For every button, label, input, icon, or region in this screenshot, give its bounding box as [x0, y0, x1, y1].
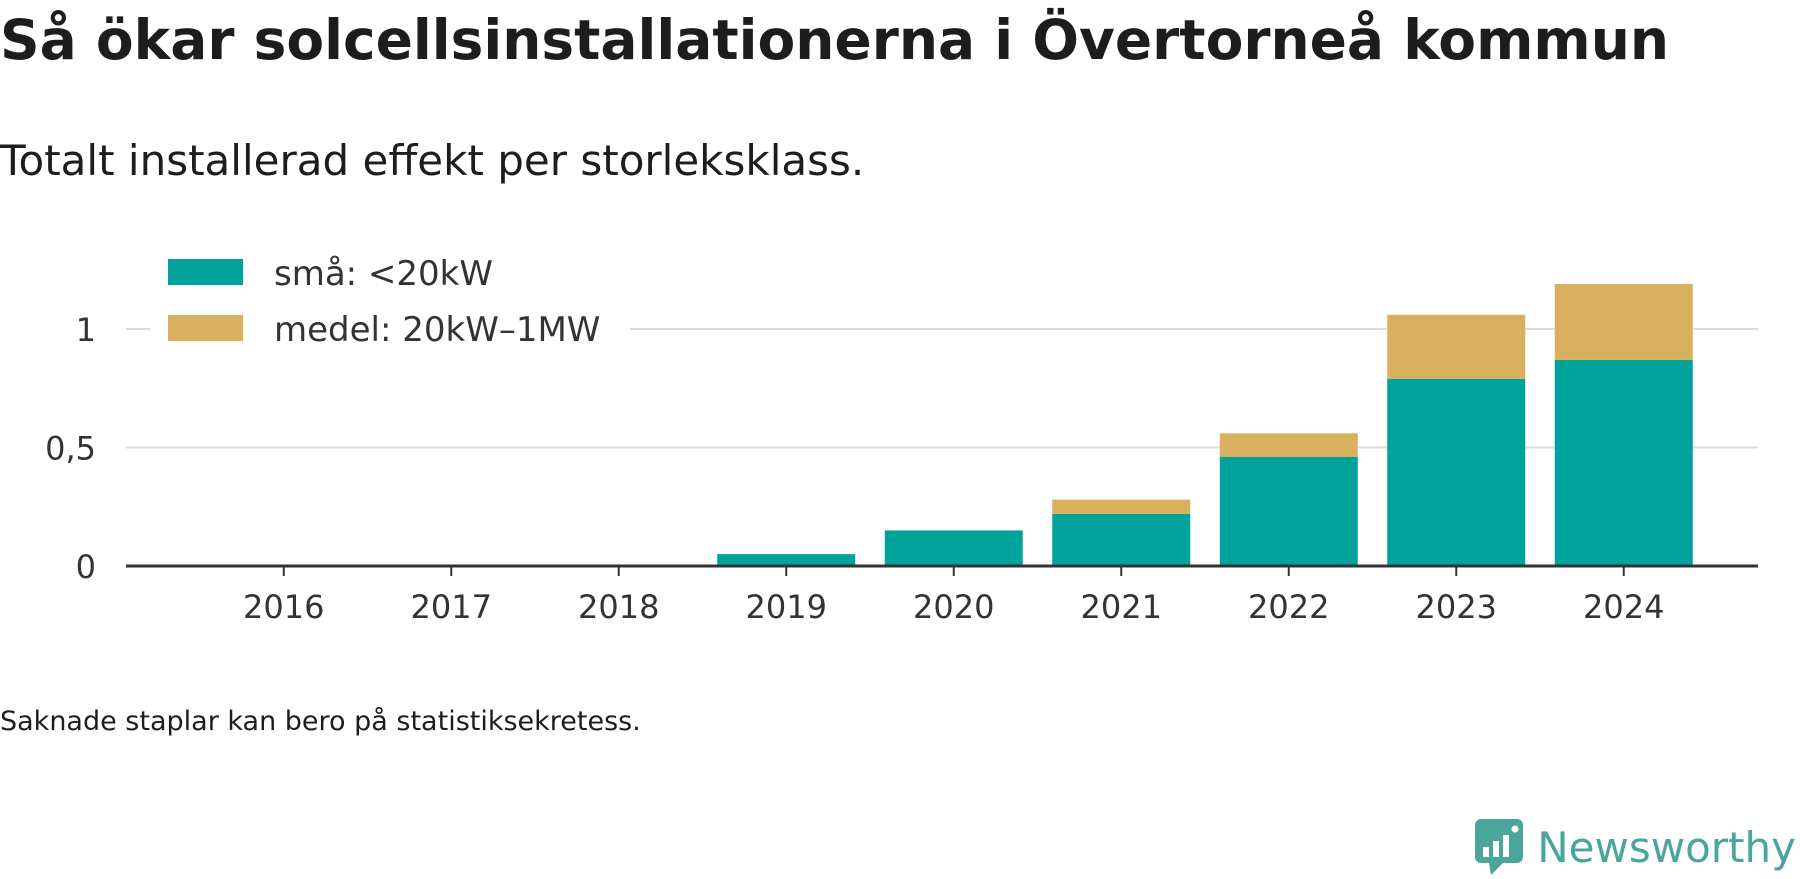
bar-sma-2022	[1219, 456, 1358, 566]
y-tick-label: 1	[76, 311, 96, 349]
legend-swatch	[168, 315, 243, 341]
x-tick-label: 2016	[243, 588, 324, 626]
bars	[717, 283, 1693, 566]
bar-medel-2022	[1219, 433, 1358, 457]
x-tick-label: 2018	[578, 588, 659, 626]
legend-label: medel: 20kW–1MW	[274, 310, 600, 350]
x-tick-label: 2021	[1081, 588, 1162, 626]
chart-subtitle: Totalt installerad effekt per storlekskl…	[0, 136, 865, 185]
newsworthy-logo[interactable]: Newsworthy	[1473, 815, 1796, 879]
footnote: Saknade staplar kan bero på statistiksek…	[0, 706, 641, 737]
bar-sma-2021	[1052, 513, 1191, 566]
legend-swatch	[168, 259, 243, 285]
x-tick-label: 2023	[1416, 588, 1497, 626]
bar-medel-2021	[1052, 499, 1191, 514]
bar-sma-2024	[1554, 359, 1693, 566]
y-tick-label: 0,5	[45, 430, 96, 468]
x-tick-label: 2022	[1248, 588, 1329, 626]
x-tick-label: 2024	[1583, 588, 1664, 626]
bar-sma-2023	[1387, 378, 1526, 566]
bar-sma-2019	[717, 554, 856, 566]
bar-medel-2023	[1387, 314, 1526, 379]
speech-bubble-chart-icon	[1475, 819, 1524, 875]
stacked-bar-chart: 0 0,5 1 2016 2017 2018 2019 2020 2021 2022 2023 202…	[45, 244, 1758, 626]
legend: små: <20kW medel: 20kW–1MW	[150, 244, 630, 360]
legend-label: små: <20kW	[274, 254, 493, 294]
bar-sma-2020	[884, 530, 1023, 566]
x-tick-label: 2019	[746, 588, 827, 626]
brand-name: Newsworthy	[1537, 822, 1796, 872]
x-tick-label: 2020	[913, 588, 994, 626]
x-tick-label: 2017	[411, 588, 492, 626]
y-tick-label: 0	[76, 548, 96, 586]
chart-title: Så ökar solcellsinstallationerna i Övert…	[0, 8, 1670, 72]
bar-medel-2024	[1554, 283, 1693, 360]
axes: 0 0,5 1 2016 2017 2018 2019 2020 2021 2022 2023 202…	[45, 311, 1758, 626]
